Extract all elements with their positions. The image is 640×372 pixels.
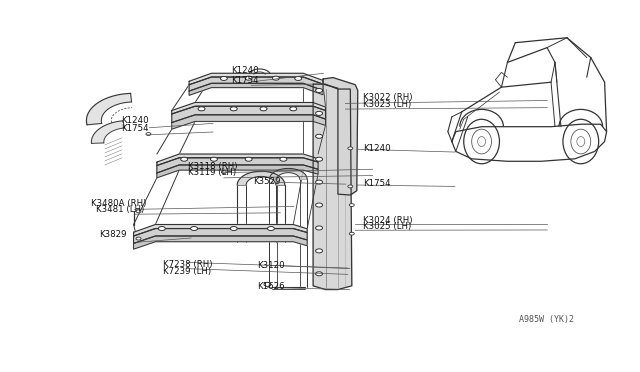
Circle shape [245,76,252,80]
Polygon shape [92,121,125,143]
Text: K3481 (LH): K3481 (LH) [96,205,144,214]
Circle shape [221,171,227,173]
Polygon shape [172,106,326,122]
Circle shape [316,157,323,161]
Circle shape [180,157,188,161]
Text: K3119 (LH): K3119 (LH) [188,168,236,177]
Circle shape [191,227,198,231]
Circle shape [316,180,323,184]
Circle shape [230,107,237,111]
Circle shape [295,76,301,80]
Circle shape [146,132,151,135]
Text: K3025 (LH): K3025 (LH) [363,222,411,231]
Text: K1754: K1754 [231,76,259,85]
Circle shape [316,203,323,207]
Polygon shape [134,228,307,243]
Circle shape [316,134,323,138]
Circle shape [268,227,275,231]
Circle shape [136,237,141,240]
Circle shape [348,147,353,150]
Circle shape [316,249,323,253]
Polygon shape [172,103,326,114]
Circle shape [264,282,271,286]
Circle shape [348,185,353,188]
Text: K3120: K3120 [257,261,285,270]
Polygon shape [237,171,285,185]
Circle shape [316,111,323,115]
Polygon shape [157,158,318,173]
Text: K3023 (LH): K3023 (LH) [363,100,411,109]
Polygon shape [157,154,318,166]
Polygon shape [134,236,307,249]
Polygon shape [189,83,323,95]
Circle shape [245,157,252,161]
Text: K3529: K3529 [253,177,281,186]
Circle shape [136,210,141,213]
Text: K3022 (RH): K3022 (RH) [363,93,412,102]
Circle shape [349,232,355,235]
Circle shape [230,227,237,231]
Circle shape [290,107,297,111]
Polygon shape [269,169,307,179]
Text: K3829: K3829 [99,230,126,240]
Text: A985W (YK)2: A985W (YK)2 [518,315,573,324]
Polygon shape [172,115,326,129]
Text: K1626: K1626 [257,282,285,291]
Text: K1754: K1754 [363,179,390,188]
Circle shape [158,227,165,231]
Text: K3480A (RH): K3480A (RH) [91,199,147,208]
Circle shape [316,272,323,276]
Polygon shape [86,93,132,125]
Text: K1240: K1240 [363,144,390,154]
Circle shape [198,107,205,111]
Text: K3118 (RH): K3118 (RH) [188,162,237,171]
Polygon shape [189,73,323,85]
Circle shape [211,157,218,161]
Polygon shape [323,78,358,195]
Text: K1240: K1240 [231,66,259,75]
Text: K1240: K1240 [121,116,148,125]
Circle shape [220,76,227,80]
Circle shape [349,203,355,206]
Polygon shape [313,84,352,289]
Circle shape [273,76,280,80]
Text: K1754: K1754 [121,125,148,134]
Circle shape [316,226,323,230]
Text: K7239 (LH): K7239 (LH) [163,267,211,276]
Circle shape [260,107,267,111]
Circle shape [316,89,323,93]
Text: K7238 (RH): K7238 (RH) [163,260,213,269]
Text: K3024 (RH): K3024 (RH) [363,216,412,225]
Circle shape [280,157,287,161]
Polygon shape [157,165,318,178]
Polygon shape [189,77,323,91]
Polygon shape [134,225,307,236]
